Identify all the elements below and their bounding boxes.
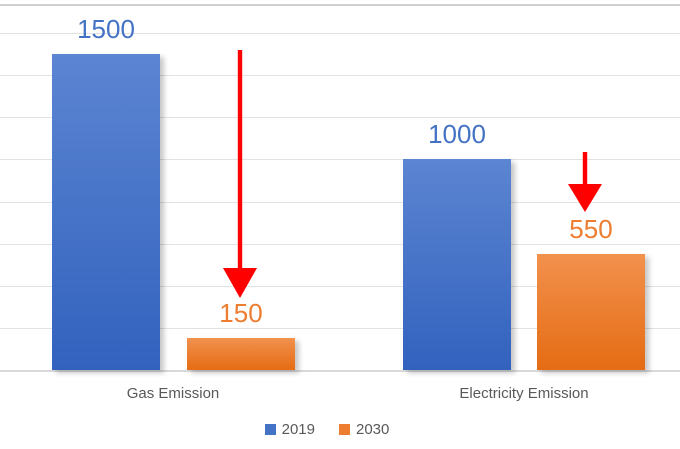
data-label-2019-electricity: 1000 [428, 119, 486, 150]
gridline [0, 285, 680, 287]
x-axis-line [0, 370, 680, 372]
bar-2030-electricity [537, 254, 645, 370]
gridline [0, 159, 680, 161]
legend-label: 2019 [281, 421, 315, 438]
gridline [0, 327, 680, 329]
gridline [0, 117, 680, 119]
category-label-electricity: Electricity Emission [459, 385, 589, 402]
data-label-2030-gas: 150 [219, 298, 263, 329]
category-label-gas: Gas Emission [126, 385, 220, 402]
decrease-arrow-gas-icon [223, 50, 257, 298]
bar-2019-gas [52, 54, 160, 370]
data-label-2030-electricity: 550 [569, 214, 613, 245]
gridline [0, 201, 680, 203]
gridline [0, 33, 680, 34]
decrease-arrow-electricity-icon [568, 152, 602, 212]
legend-item-2030: 2030 [339, 421, 389, 438]
bar-2030-gas [187, 338, 295, 370]
bar-2019-electricity [403, 159, 511, 370]
chart-top-border [0, 4, 680, 6]
legend-swatch-icon [264, 424, 276, 435]
data-label-2019-gas: 1500 [77, 14, 135, 45]
legend-item-2019: 2019 [264, 421, 315, 438]
legend-label: 2030 [356, 421, 390, 438]
legend: 2019 2030 [0, 421, 667, 438]
gridline [0, 243, 680, 245]
legend-swatch-icon [339, 424, 350, 435]
gridline [0, 75, 680, 77]
